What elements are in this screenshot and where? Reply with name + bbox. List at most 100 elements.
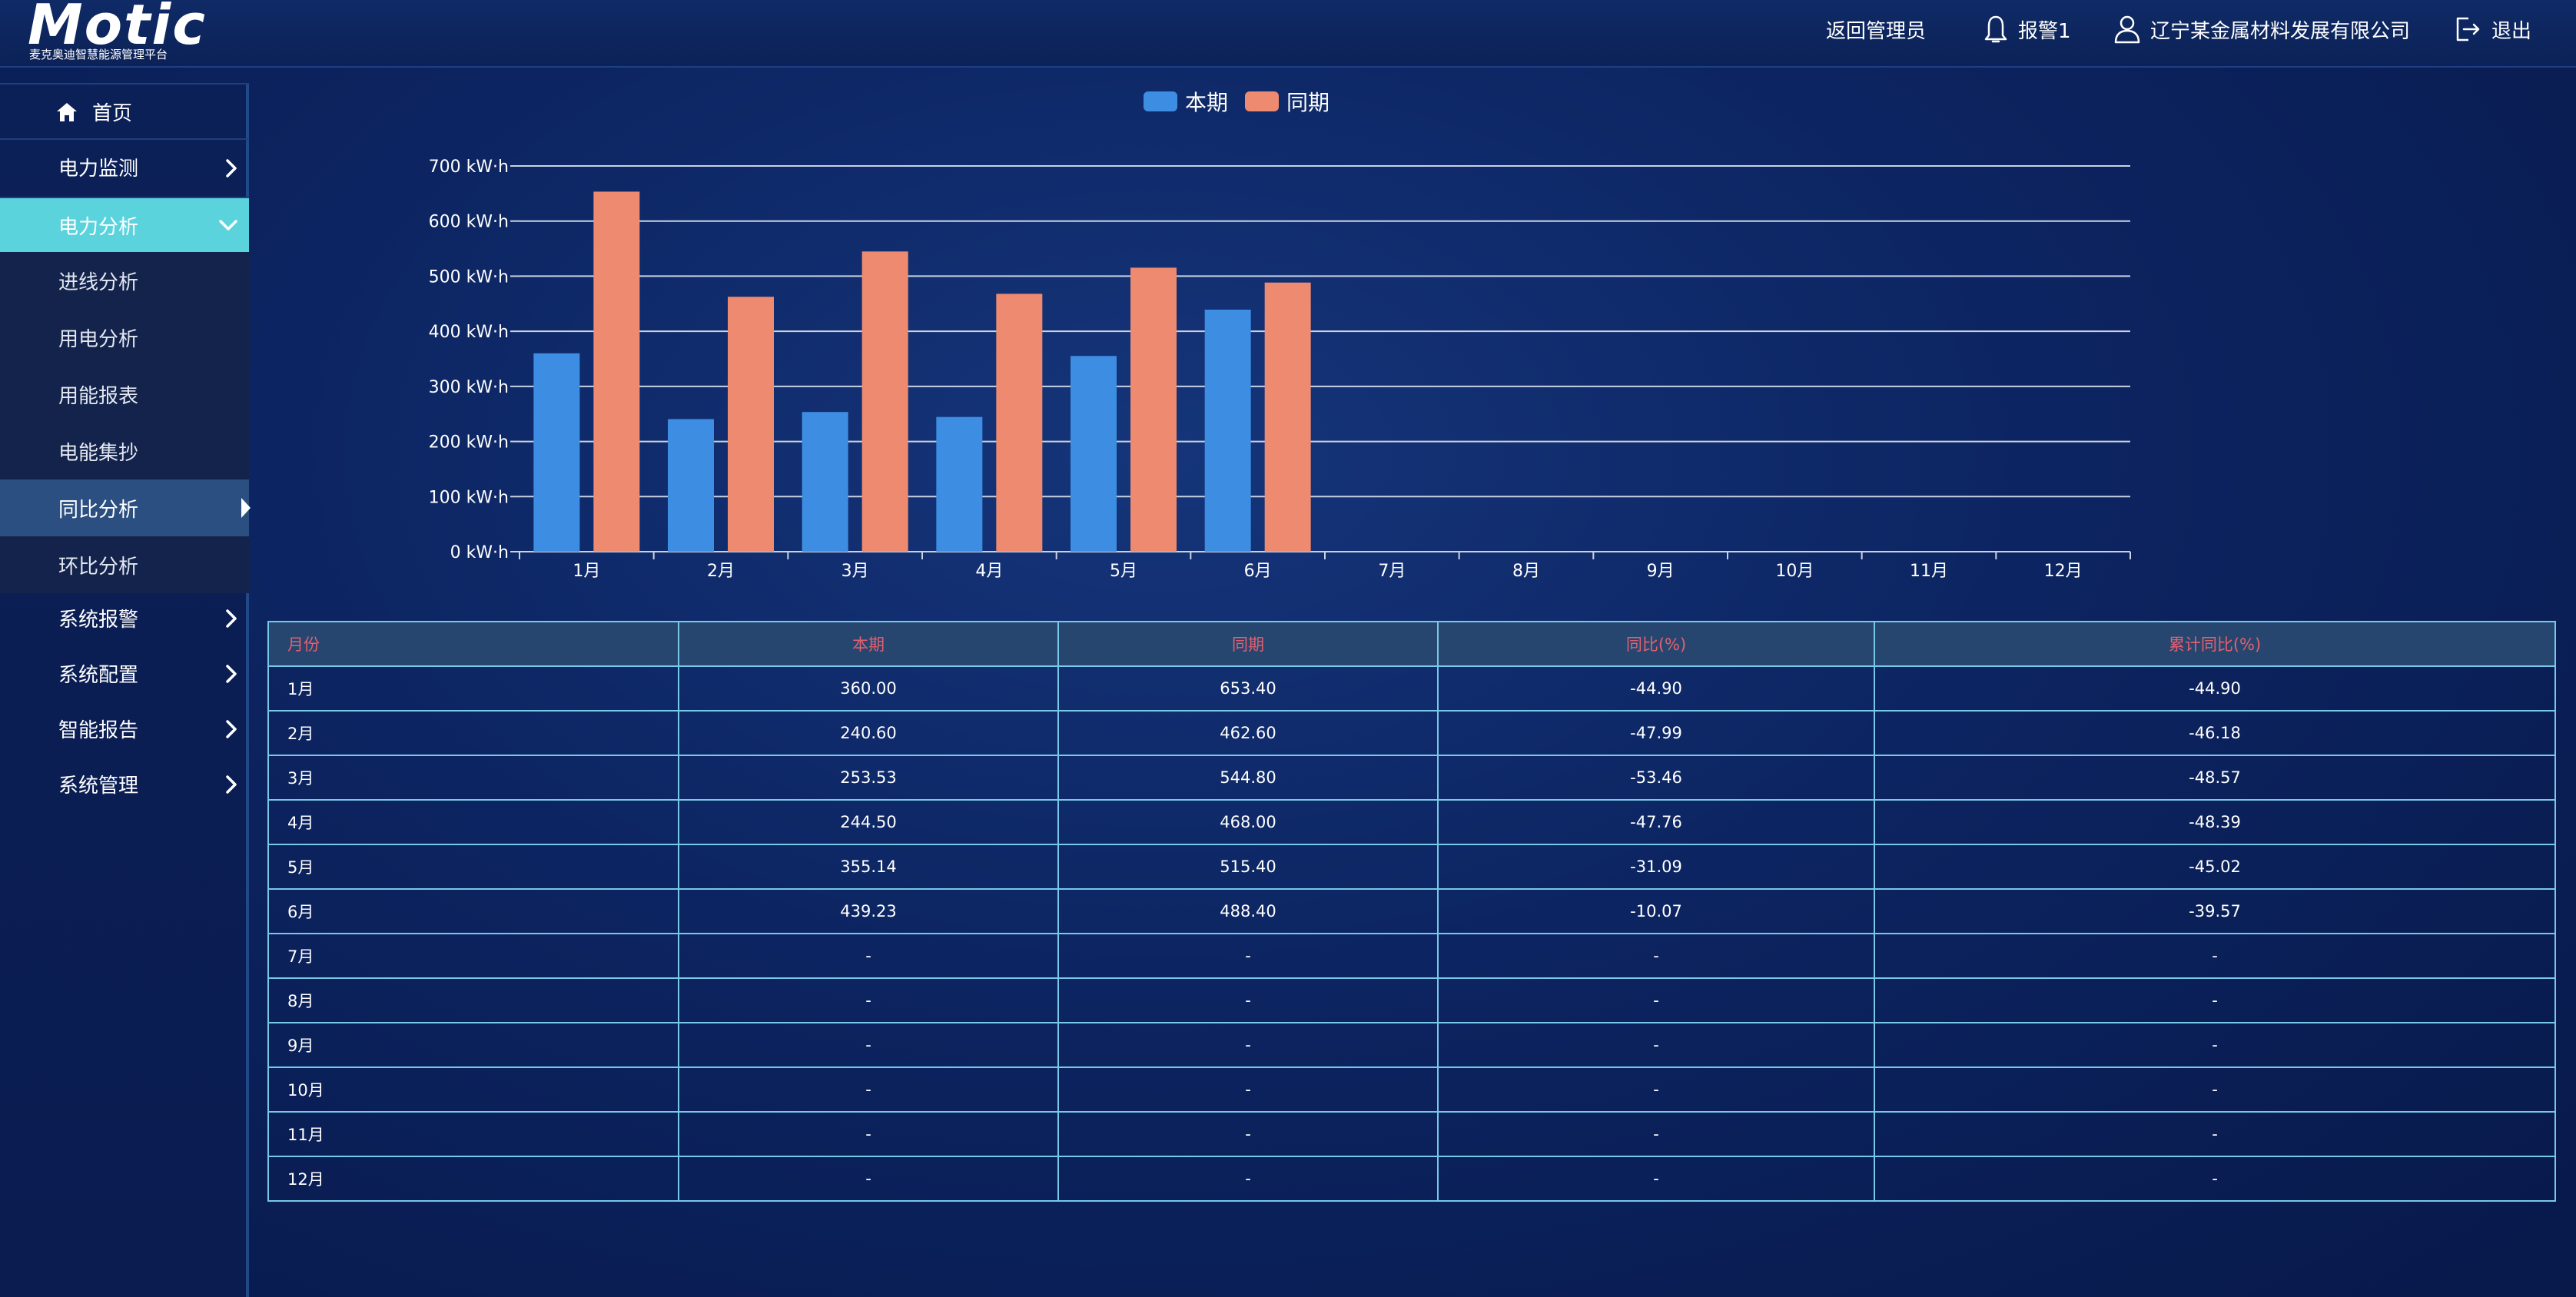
table-cell: 6月: [267, 888, 679, 934]
table-cell: 12月: [267, 1156, 679, 1202]
bar-current: [802, 412, 848, 552]
chevron-down-icon: [219, 220, 237, 231]
sidebar-item-smart-report[interactable]: 智能报告: [0, 701, 249, 756]
table-cell: -: [1874, 1022, 2556, 1068]
table-cell: 360.00: [678, 665, 1059, 712]
table-cell: 8月: [267, 977, 679, 1023]
sidebar-item-label: 电力分析: [58, 215, 139, 239]
back-admin-label: 返回管理员: [1826, 19, 1927, 43]
table-cell: 439.23: [678, 888, 1059, 934]
sidebar-item-label: 首页: [92, 101, 133, 125]
x-tick-label: 1月: [573, 562, 600, 581]
x-tick-label: 4月: [975, 562, 1003, 581]
company-label: 辽宁某金属材料发展有限公司: [2150, 19, 2411, 43]
home-icon: [57, 103, 77, 121]
sidebar-item-system-manage[interactable]: 系统管理: [0, 756, 249, 811]
table-cell: -44.90: [1874, 665, 2556, 712]
legend-entry-previous[interactable]: 同期: [1245, 86, 1329, 117]
table-row: 6月 439.23 488.40 -10.07 -39.57: [267, 888, 2556, 934]
table-row: 12月 - - - -: [267, 1156, 2556, 1202]
table-cell: 355.14: [678, 844, 1059, 890]
column-header-current: 本期: [678, 621, 1059, 667]
y-tick-label: 400 kW·h: [429, 323, 509, 342]
legend-entry-current[interactable]: 本期: [1144, 86, 1228, 117]
sidebar-item-consumption[interactable]: 用电分析: [0, 309, 249, 366]
table-cell: 2月: [267, 710, 679, 756]
table-cell: -: [1874, 933, 2556, 979]
chevron-right-icon: [226, 609, 237, 628]
sidebar-item-system-config[interactable]: 系统配置: [0, 645, 249, 701]
x-tick-label: 5月: [1110, 562, 1137, 581]
x-tick-label: 9月: [1647, 562, 1675, 581]
column-header-month: 月份: [267, 621, 679, 667]
table-cell: -: [678, 1156, 1059, 1202]
table-row: 11月 - - - -: [267, 1111, 2556, 1157]
sidebar-item-incoming-line[interactable]: 进线分析: [0, 252, 249, 309]
table-cell: 544.80: [1057, 755, 1439, 801]
table-cell: -: [678, 977, 1059, 1023]
sidebar-item-system-alarm[interactable]: 系统报警: [0, 590, 249, 645]
sidebar-item-power-analysis[interactable]: 电力分析: [0, 197, 249, 252]
top-header: Motic 麦克奥迪智慧能源管理平台 返回管理员 报警1 辽宁某金属材料发展有限…: [0, 0, 2576, 68]
sidebar-item-label: 电力监测: [58, 157, 139, 181]
sidebar-item-yoy-analysis[interactable]: 同比分析: [0, 479, 251, 536]
company-link[interactable]: 辽宁某金属材料发展有限公司: [2113, 0, 2410, 58]
table-cell: -44.90: [1437, 665, 1875, 712]
sidebar-item-meter-reading[interactable]: 电能集抄: [0, 423, 249, 479]
table-cell: -: [1437, 1066, 1875, 1113]
table-cell: -: [1437, 933, 1875, 979]
column-header-cumulative-yoy: 累计同比(%): [1874, 621, 2556, 667]
table-cell: -48.57: [1874, 755, 2556, 801]
bar-previous: [728, 297, 774, 552]
table-cell: 4月: [267, 799, 679, 845]
caret-right-icon: [241, 498, 251, 518]
table-row: 1月 360.00 653.40 -44.90 -44.90: [267, 665, 2556, 712]
logout-icon: [2456, 17, 2480, 41]
sidebar-item-label: 环比分析: [58, 555, 139, 579]
table-cell: -: [1874, 977, 2556, 1023]
y-tick-label: 300 kW·h: [429, 378, 509, 397]
x-tick-label: 7月: [1378, 562, 1406, 581]
table-cell: -: [1437, 1111, 1875, 1157]
logo-text: Motic: [28, 0, 207, 57]
table-row: 10月 - - - -: [267, 1066, 2556, 1113]
sidebar-item-energy-report[interactable]: 用能报表: [0, 366, 249, 423]
table-row: 4月 244.50 468.00 -47.76 -48.39: [267, 799, 2556, 845]
bar-current: [1071, 356, 1117, 552]
sidebar-item-home[interactable]: 首页: [0, 83, 249, 138]
column-header-yoy: 同比(%): [1437, 621, 1875, 667]
y-tick-label: 700 kW·h: [429, 158, 509, 177]
table-header-row: 月份 本期 同期 同比(%) 累计同比(%): [267, 621, 2556, 667]
bar-current: [1204, 310, 1251, 552]
sidebar-item-power-monitor[interactable]: 电力监测: [0, 138, 249, 194]
table-cell: -: [1057, 933, 1439, 979]
sidebar-item-label: 进线分析: [58, 270, 139, 294]
x-tick-label: 6月: [1244, 562, 1272, 581]
table-row: 8月 - - - -: [267, 977, 2556, 1023]
alarm-link[interactable]: 报警1: [1983, 0, 2071, 58]
sidebar-item-mom-analysis[interactable]: 环比分析: [0, 536, 249, 593]
bar-previous: [1264, 282, 1311, 552]
sidebar-item-label: 电能集抄: [58, 441, 139, 465]
table-cell: -46.18: [1874, 710, 2556, 756]
table-cell: -48.39: [1874, 799, 2556, 845]
sidebar-item-label: 系统管理: [58, 774, 139, 798]
table-cell: -31.09: [1437, 844, 1875, 890]
legend-label-previous: 同期: [1286, 90, 1330, 115]
table-cell: -: [1437, 1022, 1875, 1068]
logout-button[interactable]: 退出: [2453, 0, 2531, 58]
table-cell: 5月: [267, 844, 679, 890]
x-tick-label: 3月: [842, 562, 869, 581]
table-cell: -45.02: [1874, 844, 2556, 890]
y-tick-label: 0 kW·h: [450, 543, 509, 562]
sidebar-item-label: 系统配置: [58, 663, 139, 687]
x-tick-label: 8月: [1512, 562, 1540, 581]
table-cell: 9月: [267, 1022, 679, 1068]
x-tick-label: 2月: [707, 562, 735, 581]
table-cell: 240.60: [678, 710, 1059, 756]
table-row: 9月 - - - -: [267, 1022, 2556, 1068]
back-admin-link[interactable]: 返回管理员: [1826, 0, 1926, 58]
table-cell: 3月: [267, 755, 679, 801]
user-icon: [2114, 15, 2140, 44]
table-cell: 462.60: [1057, 710, 1439, 756]
